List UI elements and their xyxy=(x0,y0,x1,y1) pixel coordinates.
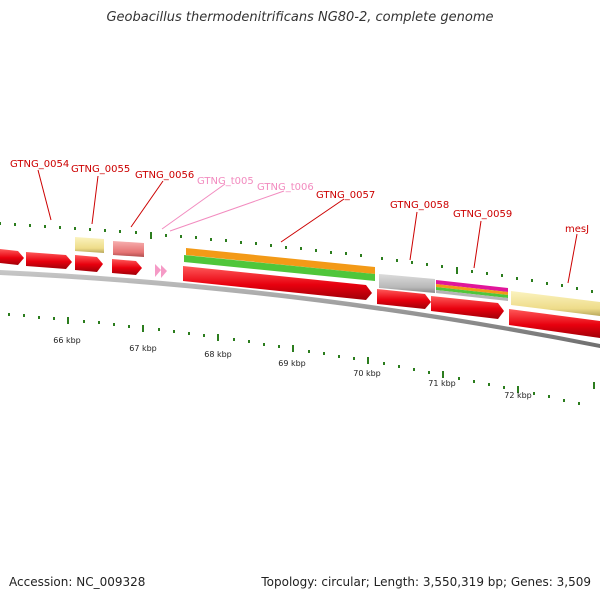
leader-line-mesj xyxy=(567,233,578,284)
scale-label-70kbp: 70 kbp xyxy=(353,369,381,378)
scale-tick-track xyxy=(8,313,595,405)
genome-backbone xyxy=(0,270,600,348)
cds-track xyxy=(0,249,600,338)
trna-arrow-gtng-t005[interactable] xyxy=(155,264,161,277)
leader-line-gtng-0054 xyxy=(37,169,52,221)
gene-gtng-0057-green-band[interactable] xyxy=(184,255,375,281)
gene-label-gtng-t006[interactable]: GTNG_t006 xyxy=(257,182,314,193)
scale-label-71kbp: 71 kbp xyxy=(428,379,456,388)
leader-line-gtng-t006 xyxy=(169,190,285,232)
gene-mesj-feature[interactable] xyxy=(511,291,600,316)
topology-summary: Topology: circular; Length: 3,550,319 bp… xyxy=(261,575,591,589)
scale-label-68kbp: 68 kbp xyxy=(204,350,232,359)
gene-label-mesj[interactable]: mesJ xyxy=(565,224,589,235)
gene-label-gtng-0055[interactable]: GTNG_0055 xyxy=(71,164,130,175)
gene-gtng-0057-orange-band[interactable] xyxy=(186,248,375,274)
gene-gtng-0058-feature[interactable] xyxy=(379,274,435,293)
gene-gtng-0056-feature[interactable] xyxy=(113,241,144,257)
leader-line-gtng-0057 xyxy=(280,198,345,243)
gene-labels: GTNG_0054 GTNG_0055 GTNG_0056 GTNG_t005 … xyxy=(10,159,589,235)
gene-label-gtng-0056[interactable]: GTNG_0056 xyxy=(135,170,194,181)
upper-tick-track xyxy=(0,222,593,293)
cds-arrow-gtng-0055[interactable] xyxy=(75,255,103,272)
cds-arrow-gtng-0053[interactable] xyxy=(0,249,24,265)
scale-labels: 66 kbp 67 kbp 68 kbp 69 kbp 70 kbp 71 kb… xyxy=(53,336,532,400)
gene-gtng-0059-green-band[interactable] xyxy=(436,287,508,298)
gene-label-gtng-0057[interactable]: GTNG_0057 xyxy=(316,190,375,201)
leader-line-gtng-0059 xyxy=(473,220,482,269)
gene-gtng-0059-orange-band[interactable] xyxy=(436,284,508,295)
scale-label-69kbp: 69 kbp xyxy=(278,359,306,368)
feature-track-outer xyxy=(75,237,600,316)
cds-arrow-gtng-0057[interactable] xyxy=(183,266,372,300)
cds-arrow-gtng-0056[interactable] xyxy=(112,259,142,275)
gene-label-gtng-t005[interactable]: GTNG_t005 xyxy=(197,176,254,187)
scale-label-67kbp: 67 kbp xyxy=(129,344,157,353)
genome-title: Geobacillus thermodenitrificans NG80-2, … xyxy=(106,10,494,25)
gene-leader-lines xyxy=(37,169,578,284)
cds-arrow-gtng-0059[interactable] xyxy=(431,296,504,319)
leader-line-gtng-0056 xyxy=(130,180,164,228)
leader-line-gtng-0055 xyxy=(91,175,99,225)
gene-label-gtng-0058[interactable]: GTNG_0058 xyxy=(390,200,449,211)
leader-line-gtng-0058 xyxy=(409,211,418,261)
cds-arrow-gtng-0058[interactable] xyxy=(377,289,431,309)
scale-label-66kbp: 66 kbp xyxy=(53,336,81,345)
gene-gtng-0059-gray-band[interactable] xyxy=(436,290,508,301)
gene-gtng-0059-magenta-band[interactable] xyxy=(436,280,508,292)
cds-arrow-mesj[interactable] xyxy=(509,309,600,338)
gene-label-gtng-0054[interactable]: GTNG_0054 xyxy=(10,159,69,170)
cds-arrow-gtng-0054[interactable] xyxy=(26,252,72,269)
leader-line-gtng-t005 xyxy=(161,183,226,230)
accession-label: Accession: NC_009328 xyxy=(9,575,146,589)
scale-label-72kbp: 72 kbp xyxy=(504,391,532,400)
trna-arrow-gtng-t006[interactable] xyxy=(161,265,167,278)
gene-gtng-0055-feature[interactable] xyxy=(75,237,104,253)
gene-label-gtng-0059[interactable]: GTNG_0059 xyxy=(453,209,512,220)
